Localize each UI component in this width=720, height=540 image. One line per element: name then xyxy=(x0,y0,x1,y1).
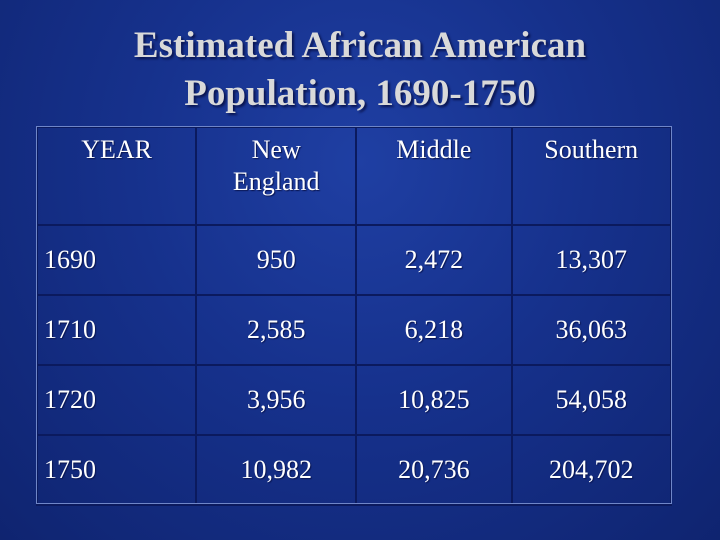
population-table: YEAR New England Middle Southern 1690 95… xyxy=(35,126,672,506)
slide-title-line-2: Population, 1690-1750 xyxy=(184,73,536,114)
table-row: 1690 950 2,472 13,307 xyxy=(35,224,672,296)
cell-new-england: 3,956 xyxy=(195,364,358,436)
cell-year: 1710 xyxy=(35,294,198,366)
header-southern: Southern xyxy=(510,126,672,226)
cell-new-england: 2,585 xyxy=(195,294,358,366)
cell-middle: 6,218 xyxy=(355,294,513,366)
cell-middle: 20,736 xyxy=(355,434,513,506)
header-year: YEAR xyxy=(35,126,198,226)
cell-year: 1720 xyxy=(35,364,198,436)
table-row: 1750 10,982 20,736 204,702 xyxy=(35,434,672,506)
slide-title-line-1: Estimated African American xyxy=(133,25,587,66)
cell-middle: 2,472 xyxy=(355,224,513,296)
header-new-england: New England xyxy=(195,126,358,226)
cell-southern: 204,702 xyxy=(510,434,672,506)
cell-year: 1690 xyxy=(35,224,198,296)
slide-title: Estimated African American Population, 1… xyxy=(0,22,720,118)
table-row: 1710 2,585 6,218 36,063 xyxy=(35,294,672,366)
table-header-row: YEAR New England Middle Southern xyxy=(35,126,672,226)
header-middle: Middle xyxy=(355,126,513,226)
cell-new-england: 10,982 xyxy=(195,434,358,506)
cell-southern: 36,063 xyxy=(510,294,672,366)
cell-southern: 13,307 xyxy=(510,224,672,296)
cell-new-england: 950 xyxy=(195,224,358,296)
cell-southern: 54,058 xyxy=(510,364,672,436)
cell-year: 1750 xyxy=(35,434,198,506)
cell-middle: 10,825 xyxy=(355,364,513,436)
table-row: 1720 3,956 10,825 54,058 xyxy=(35,364,672,436)
